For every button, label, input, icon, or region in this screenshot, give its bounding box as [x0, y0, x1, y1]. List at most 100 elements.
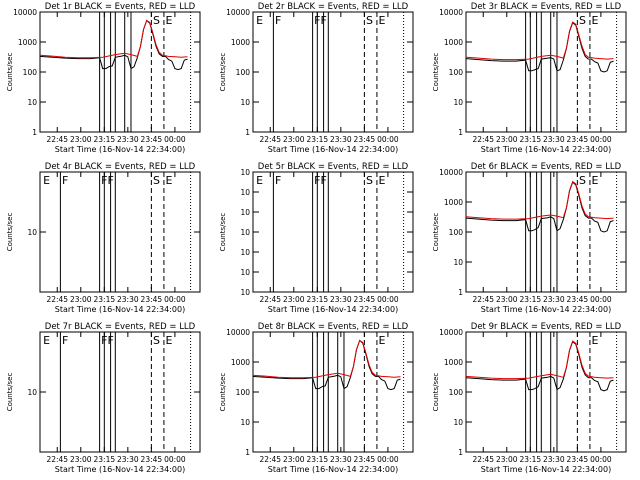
panel-title: Det 6r BLACK = Events, RED = LLD: [471, 162, 622, 172]
flag-label: FF: [101, 174, 114, 187]
x-tick-label: 23:15: [520, 295, 542, 304]
lld-series-line: [465, 340, 614, 380]
x-tick-label: 22:45: [259, 135, 281, 144]
flag-label: S: [579, 14, 586, 27]
x-tick-label: 23:30: [117, 455, 139, 464]
x-tick-label: 22:45: [46, 135, 68, 144]
y-tick-label: 10: [240, 168, 250, 177]
flag-label: F: [275, 174, 281, 187]
panel-8: Det 8r BLACK = Events, RED = LLD 1 10 100 10…: [219, 322, 414, 474]
y-tick-label: 1000: [444, 358, 463, 367]
panel-title: Det 8r BLACK = Events, RED = LLD: [258, 322, 409, 332]
y-tick-label: 10: [27, 388, 37, 397]
x-axis-label: Start Time (16-Nov-14 22:34:00): [268, 145, 398, 154]
x-tick-label: 23:45: [141, 455, 163, 464]
y-axis-label: Counts/sec: [219, 53, 227, 92]
panel-3: Det 3r BLACK = Events, RED = LLD 1 10 100 10…: [432, 2, 627, 154]
x-tick-label: 23:00: [283, 295, 305, 304]
x-tick-label: 22:45: [46, 455, 68, 464]
flag-label: S: [366, 14, 373, 27]
x-tick-label: 00:00: [377, 455, 399, 464]
x-tick-label: 23:15: [520, 455, 542, 464]
y-tick-label: 100: [449, 68, 464, 77]
flag-label: S: [579, 174, 586, 187]
lld-series-line: [465, 21, 614, 61]
x-tick-label: 23:00: [283, 455, 305, 464]
y-tick-label: 1000: [231, 38, 250, 47]
x-tick-label: 22:45: [259, 295, 281, 304]
events-series-line: [465, 21, 614, 73]
x-tick-label: 23:45: [141, 135, 163, 144]
flag-label: FF: [101, 334, 114, 347]
x-tick-label: 23:15: [307, 295, 329, 304]
y-tick-label: 10: [453, 258, 463, 267]
y-axis-label: Counts/sec: [432, 213, 440, 252]
panel-1: Det 1r BLACK = Events, RED = LLD 1 10 100 10…: [6, 2, 201, 154]
x-tick-label: 23:45: [567, 455, 589, 464]
x-tick-label: 23:15: [307, 455, 329, 464]
x-tick-label: 23:45: [354, 455, 376, 464]
y-tick-label: 10: [27, 228, 37, 237]
events-series-line: [465, 181, 614, 233]
events-series-line: [39, 19, 188, 71]
x-tick-label: 23:15: [94, 295, 116, 304]
y-tick-label: 10: [453, 418, 463, 427]
y-axis-label: Counts/sec: [6, 53, 14, 92]
x-tick-label: 23:45: [567, 295, 589, 304]
x-tick-label: 23:45: [354, 135, 376, 144]
y-tick-label: 10000: [13, 8, 37, 17]
plot-frame: [465, 331, 627, 453]
plot-frame: [252, 11, 414, 133]
y-tick-label: 100: [449, 388, 464, 397]
x-tick-label: 22:45: [46, 295, 68, 304]
plot-frame: [252, 171, 414, 293]
y-tick-label: 1000: [444, 38, 463, 47]
x-tick-label: 00:00: [590, 295, 612, 304]
y-tick-label: 100: [236, 68, 251, 77]
panel-title: Det 5r BLACK = Events, RED = LLD: [258, 162, 409, 172]
x-axis-label: Start Time (16-Nov-14 22:34:00): [268, 465, 398, 474]
x-tick-label: 23:00: [496, 135, 518, 144]
y-tick-label: 10: [453, 98, 463, 107]
flag-label: S: [366, 174, 373, 187]
flag-label: S: [153, 334, 160, 347]
panel-title: Det 3r BLACK = Events, RED = LLD: [471, 2, 622, 12]
y-axis-label: Counts/sec: [432, 373, 440, 412]
panel-5: Det 5r BLACK = Events, RED = LLD 10 10 10 10…: [219, 162, 414, 314]
flag-label: E: [165, 174, 172, 187]
x-tick-label: 00:00: [164, 455, 186, 464]
lld-series-line: [252, 339, 401, 379]
plot-frame: [39, 331, 201, 453]
x-axis-label: Start Time (16-Nov-14 22:34:00): [55, 465, 185, 474]
x-tick-label: 23:45: [354, 295, 376, 304]
plot-frame: [465, 171, 627, 293]
y-tick-label: 10000: [439, 328, 463, 337]
flag-label: F: [62, 334, 68, 347]
plot-frame: [465, 11, 627, 133]
events-series-line: [252, 339, 401, 391]
panel-6: Det 6r BLACK = Events, RED = LLD 1 10 100 10…: [432, 162, 627, 314]
y-axis-label: Counts/sec: [6, 213, 14, 252]
lld-series-line: [39, 19, 188, 59]
flag-label: FF: [314, 174, 327, 187]
y-axis-label: Counts/sec: [219, 213, 227, 252]
y-tick-label: 10: [240, 188, 250, 197]
x-tick-label: 00:00: [377, 295, 399, 304]
y-tick-label: 1000: [231, 358, 250, 367]
y-tick-label: 10000: [439, 168, 463, 177]
x-axis-label: Start Time (16-Nov-14 22:34:00): [268, 305, 398, 314]
y-tick-label: 1: [245, 128, 250, 137]
events-series-line: [465, 340, 614, 392]
y-tick-label: 10: [240, 248, 250, 257]
plot-frame: [39, 171, 201, 293]
x-tick-label: 23:00: [283, 135, 305, 144]
x-tick-label: 22:45: [472, 135, 494, 144]
flag-label: E: [378, 334, 385, 347]
x-tick-label: 23:00: [496, 295, 518, 304]
plot-frame: [39, 11, 201, 133]
y-tick-label: 100: [449, 228, 464, 237]
x-axis-label: Start Time (16-Nov-14 22:34:00): [55, 145, 185, 154]
y-tick-label: 10: [240, 98, 250, 107]
